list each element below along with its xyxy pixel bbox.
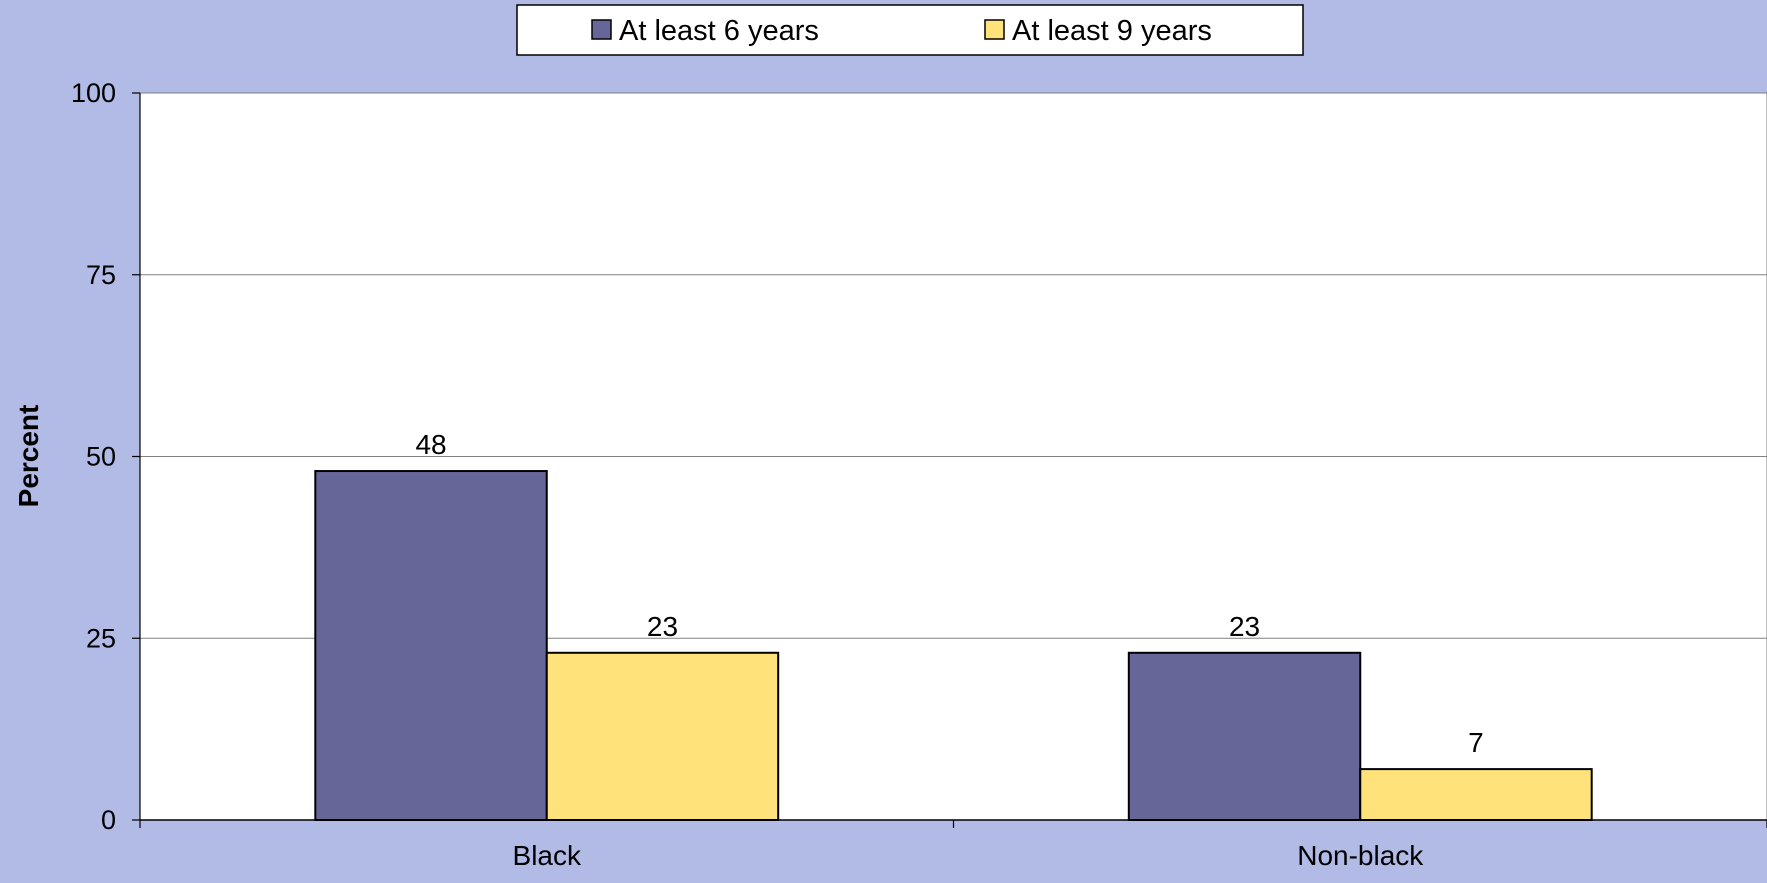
y-tick-label-0: 0 bbox=[101, 805, 116, 835]
data-label-non-black-series-1: 23 bbox=[1229, 611, 1260, 642]
data-label-black-series-2: 23 bbox=[647, 611, 678, 642]
legend-swatch-at-least-9-years bbox=[984, 19, 1005, 40]
y-tick-label-75: 75 bbox=[86, 260, 116, 290]
y-tick-label-50: 50 bbox=[86, 442, 116, 472]
bar-non-black-series-1 bbox=[1127, 651, 1362, 821]
legend-swatch-at-least-6-years bbox=[591, 19, 612, 40]
legend-label-at-least-9-years: At least 9 years bbox=[1012, 15, 1212, 47]
data-label-black-series-1: 48 bbox=[415, 429, 446, 460]
y-axis-label: Percent bbox=[13, 405, 44, 508]
bars bbox=[314, 470, 1593, 821]
x-category-label-black: Black bbox=[513, 840, 582, 871]
legend-box bbox=[516, 4, 1304, 56]
legend: At least 6 years At least 9 years bbox=[516, 4, 1304, 56]
bar-non-black-series-2 bbox=[1359, 768, 1593, 821]
legend-label-at-least-6-years: At least 6 years bbox=[619, 15, 819, 47]
bar-black-series-1 bbox=[314, 470, 548, 821]
data-label-non-black-series-2: 7 bbox=[1468, 727, 1484, 758]
y-tick-label-100: 100 bbox=[71, 78, 116, 108]
y-tick-label-25: 25 bbox=[86, 623, 116, 653]
x-category-label-non-black: Non-black bbox=[1297, 840, 1424, 871]
axes: 0 25 50 75 100 Black Non-black bbox=[71, 78, 1767, 871]
bar-black-series-2 bbox=[545, 651, 780, 821]
data-labels: 48 23 23 7 bbox=[415, 429, 1483, 758]
